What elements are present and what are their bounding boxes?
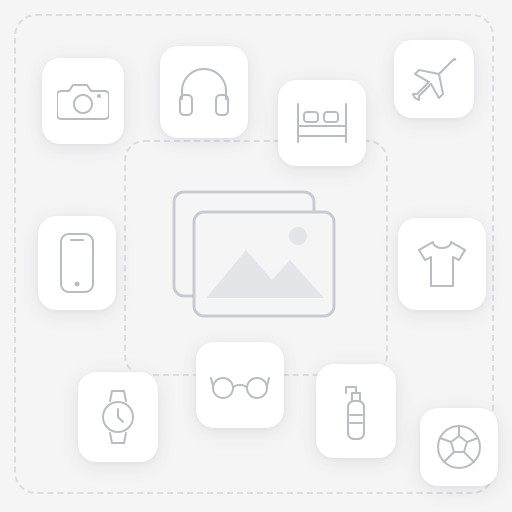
smartphone-tile (38, 216, 116, 310)
soccer-icon (434, 422, 484, 472)
image-placeholder (168, 186, 342, 326)
smartphone-icon (57, 232, 97, 294)
bed-tile (278, 80, 366, 166)
headphones-icon (176, 65, 232, 119)
soccer-tile (420, 408, 498, 486)
tshirt-tile (398, 218, 486, 310)
tshirt-icon (413, 238, 471, 290)
watch-icon (96, 387, 140, 447)
fire-extinguisher-tile (316, 364, 396, 458)
fire-extinguisher-icon (336, 379, 376, 443)
airplane-tile (394, 40, 474, 118)
glasses-tile (196, 342, 284, 428)
camera-tile (42, 58, 124, 144)
bed-icon (292, 100, 352, 146)
glasses-icon (209, 370, 271, 400)
watch-tile (78, 372, 158, 462)
headphones-tile (160, 46, 248, 138)
airplane-icon (409, 54, 459, 104)
camera-icon (57, 79, 109, 123)
